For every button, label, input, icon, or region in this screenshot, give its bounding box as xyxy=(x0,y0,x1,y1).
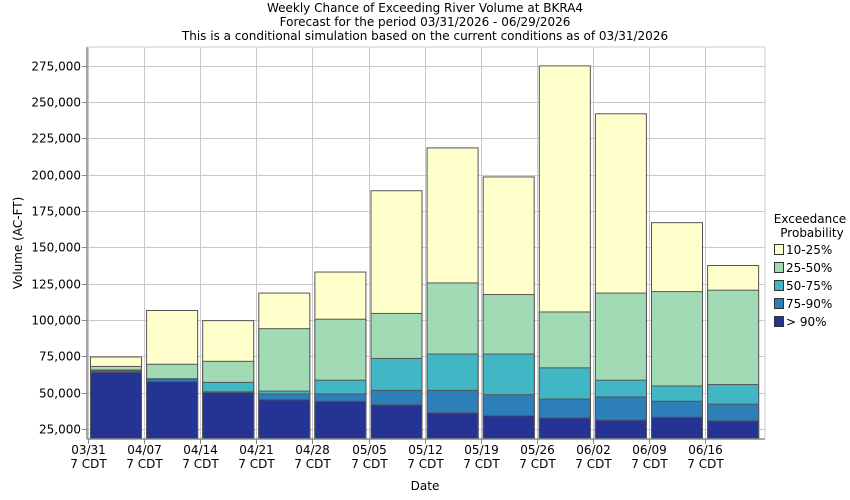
bar--90--03-31 xyxy=(90,371,142,440)
x-tick-sublabel: 7 CDT xyxy=(463,457,500,471)
bar--90--06-16 xyxy=(707,420,760,440)
y-tick-label: 75,000 xyxy=(39,350,81,364)
bar--90--05-26 xyxy=(538,417,591,440)
y-tick-label: 150,000 xyxy=(31,241,81,255)
x-tick-sublabel: 7 CDT xyxy=(407,457,444,471)
legend: Exceedance Probability 10-25% 25-50% 50-75… xyxy=(774,212,846,329)
x-tick-label: 05/05 xyxy=(352,443,387,457)
y-tick-label: 125,000 xyxy=(31,278,81,292)
y-tick-label: 25,000 xyxy=(39,423,81,437)
x-tick-label: 06/09 xyxy=(632,443,667,457)
x-tick-sublabel: 7 CDT xyxy=(575,457,612,471)
bar--90--04-07 xyxy=(146,381,199,440)
bar--90--05-05 xyxy=(370,404,423,440)
legend-label: > 90% xyxy=(786,315,827,329)
legend-swatch xyxy=(774,262,784,273)
x-tick-label: 05/19 xyxy=(464,443,499,457)
x-tick-label: 05/12 xyxy=(408,443,443,457)
legend-title-line-2: Probability xyxy=(780,226,843,240)
bar--90--05-12 xyxy=(426,412,479,440)
x-tick-sublabel: 7 CDT xyxy=(126,457,163,471)
legend-swatch xyxy=(774,280,784,291)
x-axis-label: Date xyxy=(411,479,440,493)
x-tick-label: 06/16 xyxy=(688,443,723,457)
bar--90--06-09 xyxy=(651,416,703,440)
y-tick-label: 225,000 xyxy=(31,132,81,146)
y-axis-label: Volume (AC-FT) xyxy=(11,197,25,290)
y-tick-label: 200,000 xyxy=(31,169,81,183)
x-tick-sublabel: 7 CDT xyxy=(687,457,724,471)
legend-label: 10-25% xyxy=(786,243,832,257)
x-tick-label: 04/21 xyxy=(239,443,274,457)
x-tick-label: 04/07 xyxy=(127,443,162,457)
x-tick-label: 05/26 xyxy=(520,443,555,457)
chart-title-line-3: This is a conditional simulation based o… xyxy=(181,29,668,43)
y-tick-label: 175,000 xyxy=(31,205,81,219)
x-tick-sublabel: 7 CDT xyxy=(631,457,668,471)
x-tick-sublabel: 7 CDT xyxy=(182,457,219,471)
x-tick-sublabel: 7 CDT xyxy=(294,457,331,471)
y-tick-label: 50,000 xyxy=(39,387,81,401)
x-tick-sublabel: 7 CDT xyxy=(70,457,107,471)
x-tick-label: 03/31 xyxy=(71,443,106,457)
x-tick-sublabel: 7 CDT xyxy=(351,457,388,471)
x-tick-sublabel: 7 CDT xyxy=(519,457,556,471)
bar--90--04-21 xyxy=(258,399,311,440)
y-tick-label: 250,000 xyxy=(31,96,81,110)
chart-title-line-1: Weekly Chance of Exceeding River Volume … xyxy=(267,1,583,15)
x-tick-sublabel: 7 CDT xyxy=(238,457,275,471)
legend-label: 25-50% xyxy=(786,261,832,275)
x-tick-label: 06/02 xyxy=(576,443,611,457)
legend-swatch xyxy=(774,316,784,327)
x-tick-label: 04/14 xyxy=(183,443,218,457)
legend-label: 50-75% xyxy=(786,279,832,293)
legend-swatch xyxy=(774,298,784,309)
y-tick-label: 275,000 xyxy=(31,60,81,74)
bar--90--06-02 xyxy=(594,419,647,440)
chart-title-line-2: Forecast for the period 03/31/2026 - 06/… xyxy=(280,15,571,29)
legend-title-line-1: Exceedance xyxy=(774,212,846,226)
legend-label: 75-90% xyxy=(786,297,832,311)
x-tick-label: 04/28 xyxy=(295,443,330,457)
bar--90--04-28 xyxy=(314,400,367,440)
bar--90--05-19 xyxy=(482,415,535,440)
y-tick-label: 100,000 xyxy=(31,314,81,328)
legend-swatch xyxy=(774,244,784,255)
bar--90--04-14 xyxy=(202,392,255,440)
